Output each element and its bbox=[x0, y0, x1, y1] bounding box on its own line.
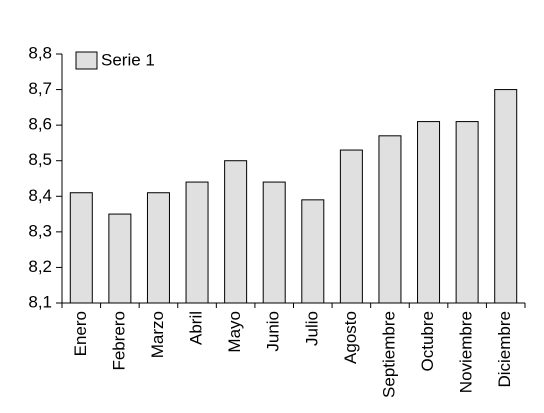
bar bbox=[455, 121, 479, 304]
y-tick-label: 8,8 bbox=[28, 43, 52, 62]
y-tick-label: 8,5 bbox=[28, 150, 52, 169]
y-tick-label: 8,1 bbox=[28, 292, 52, 311]
x-tick-label: Abril bbox=[187, 311, 206, 345]
bar bbox=[494, 89, 518, 304]
y-tick-label: 8,7 bbox=[28, 79, 52, 98]
x-tick-label: Julio bbox=[302, 311, 321, 346]
bar bbox=[185, 181, 209, 304]
legend-label: Serie 1 bbox=[101, 50, 155, 69]
bar bbox=[262, 181, 286, 304]
bar bbox=[339, 149, 363, 304]
y-tick-label: 8,6 bbox=[28, 115, 52, 134]
x-tick-label: Marzo bbox=[148, 311, 167, 358]
bar bbox=[69, 192, 93, 304]
bar bbox=[146, 192, 170, 304]
x-tick-label: Enero bbox=[71, 311, 90, 356]
x-tick-label: Agosto bbox=[341, 311, 360, 364]
y-tick-label: 8,3 bbox=[28, 221, 52, 240]
y-tick-label: 8,4 bbox=[28, 186, 52, 205]
x-tick-label: Octubre bbox=[418, 311, 437, 371]
x-tick-label: Septiembre bbox=[379, 311, 398, 398]
y-tick-label: 8,2 bbox=[28, 257, 52, 276]
x-tick-label: Junio bbox=[264, 311, 283, 352]
bar bbox=[378, 135, 402, 304]
x-tick-label: Noviembre bbox=[457, 311, 476, 393]
bar bbox=[301, 199, 325, 304]
bar bbox=[224, 160, 248, 304]
x-tick-label: Mayo bbox=[225, 311, 244, 353]
bar bbox=[108, 213, 132, 304]
x-tick-label: Diciembre bbox=[495, 311, 514, 388]
bar bbox=[417, 121, 441, 304]
x-tick-label: Febrero bbox=[109, 311, 128, 371]
legend-swatch bbox=[75, 51, 98, 70]
